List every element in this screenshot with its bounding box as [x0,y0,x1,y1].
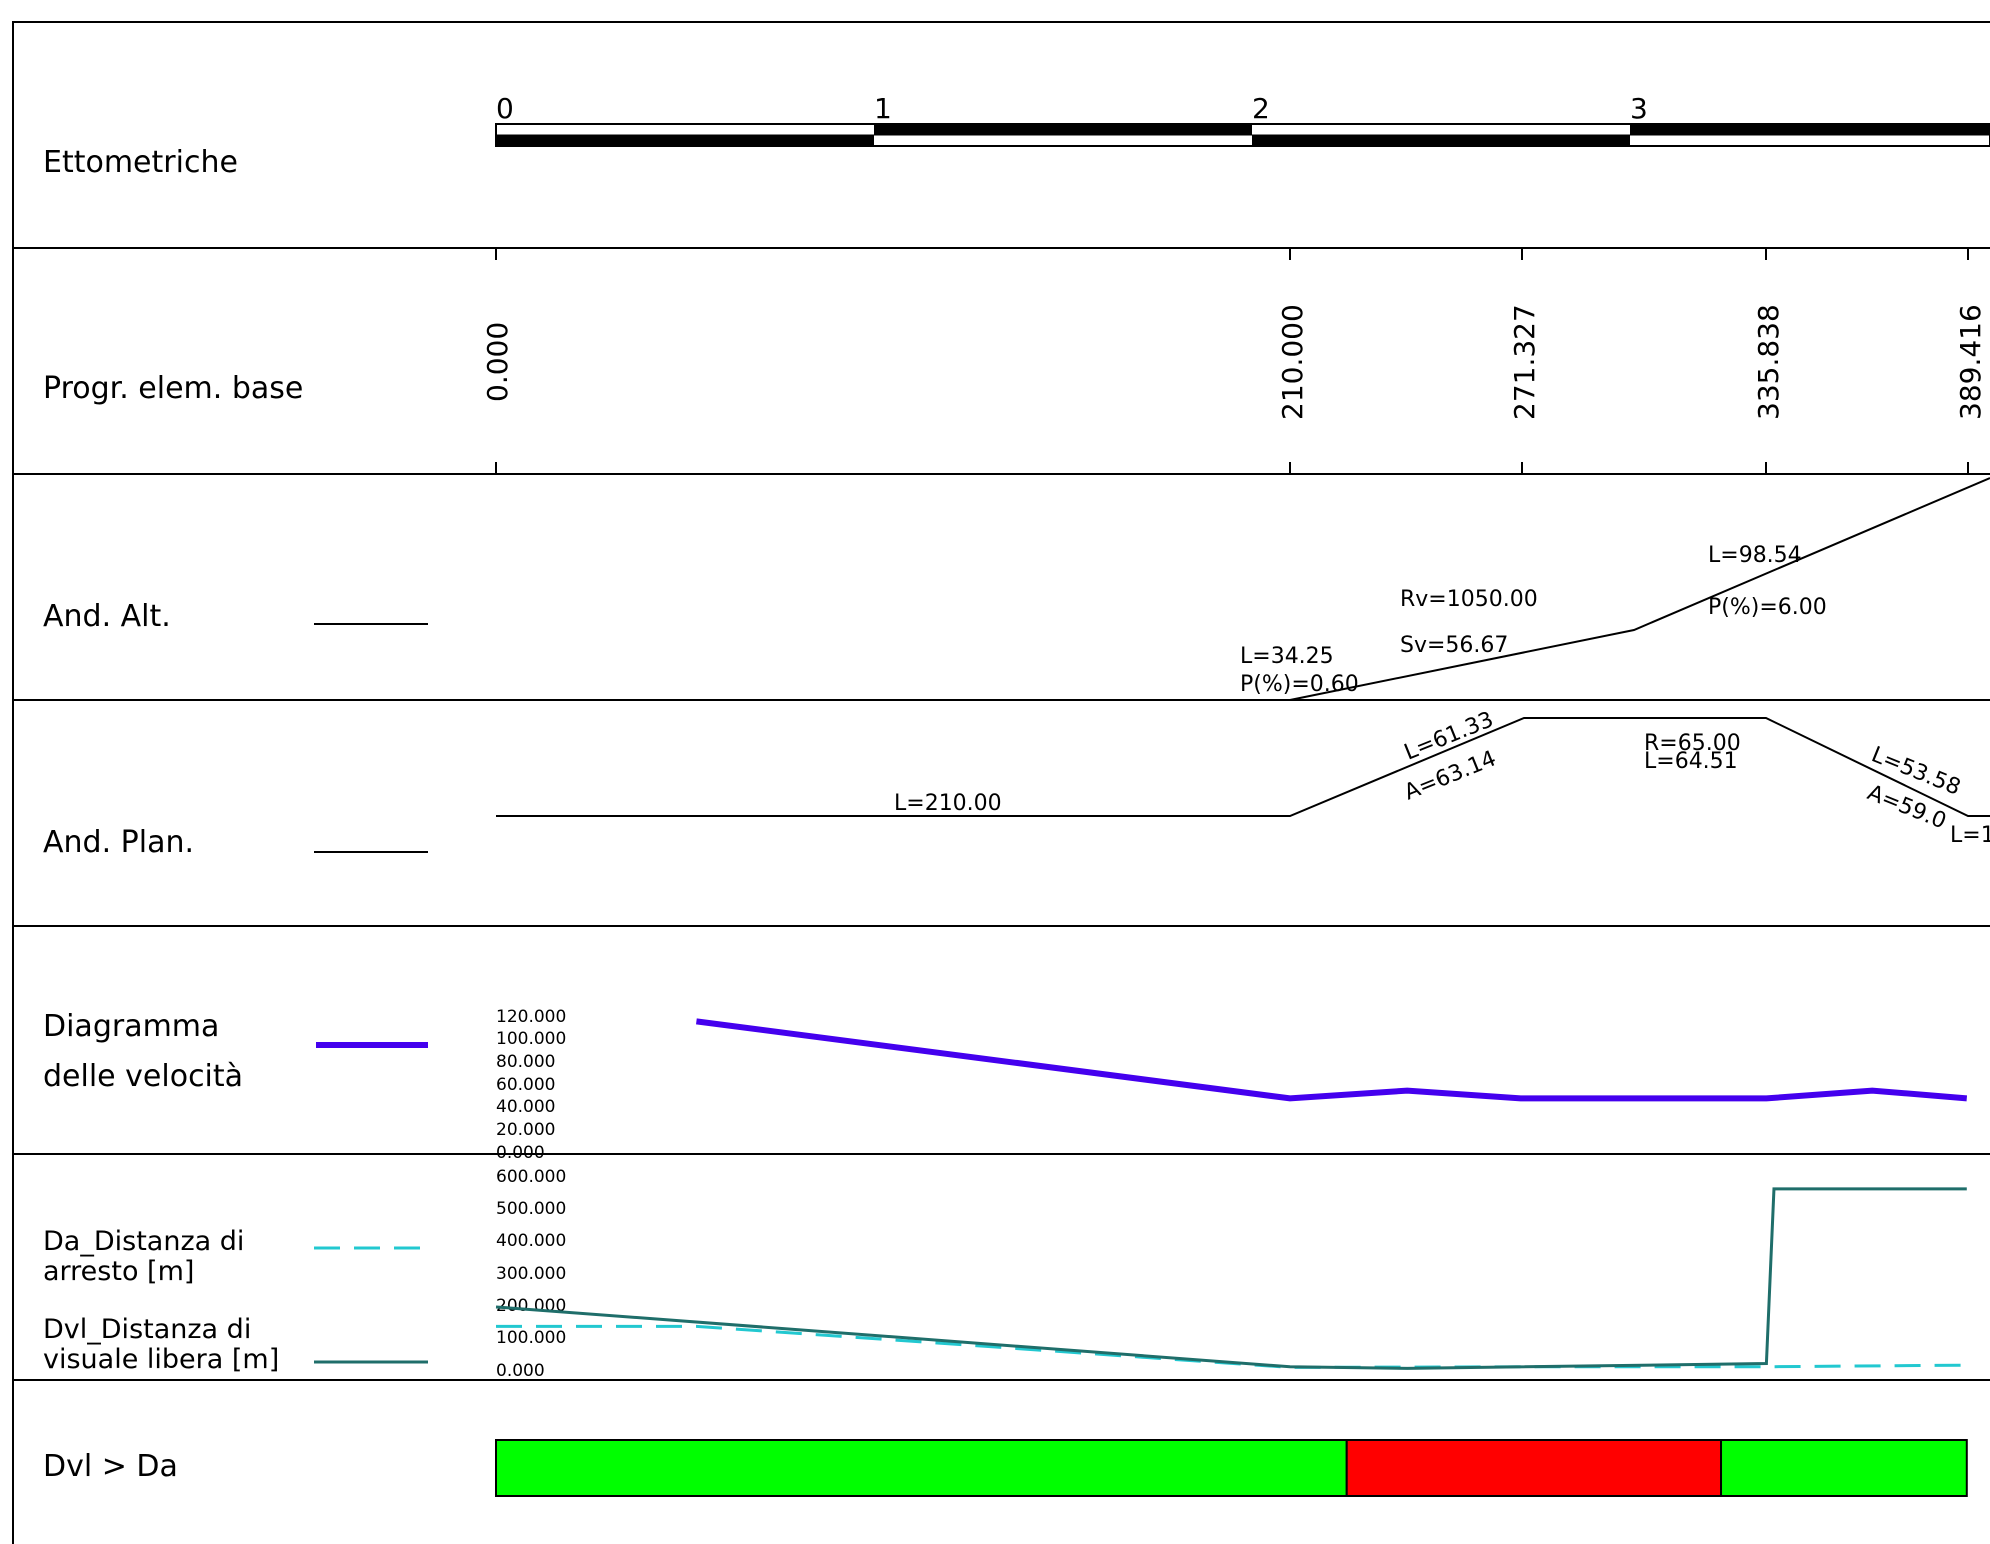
speed-axis: 120.000 100.000 80.000 60.000 40.000 20.… [496,1007,566,1163]
row-label-and-alt: And. Alt. [43,599,171,634]
alt-annotation-p2: P(%)=6.00 [1708,595,1827,620]
ett-label-3: 3 [1630,92,1648,125]
speed-series-line [696,1018,1968,1102]
da-series-line [496,1324,1967,1369]
row-label-speed-1: Diagramma [43,1009,219,1044]
speed-tick-100: 100.000 [496,1029,566,1049]
row-label-and-plan: And. Plan. [43,825,194,860]
distance-tick-400: 400.000 [496,1231,566,1251]
speed-tick-60: 60.000 [496,1075,555,1095]
row-label-check: Dvl > Da [43,1449,178,1484]
row-label-progressive: Progr. elem. base [43,371,303,406]
distance-axis: 600.000 500.000 400.000 300.000 200.000 … [496,1167,566,1381]
speed-tick-120: 120.000 [496,1007,566,1027]
alt-annotation-l2: L=98.54 [1708,543,1802,568]
row-label-dvl-1: Dvl_Distanza di [43,1314,251,1345]
speed-tick-40: 40.000 [496,1097,555,1117]
check-segment-ok-2 [1720,1439,1968,1497]
progressive-label-4: 389.416 [1954,304,1987,420]
horizontal-alignment-line [496,717,1990,817]
alt-annotation-rv: Rv=1050.00 [1400,587,1538,612]
distance-tick-0: 0.000 [496,1361,545,1381]
speed-chart [696,1018,1968,1102]
speed-tick-80: 80.000 [496,1052,555,1072]
distance-chart [495,1187,1967,1370]
distance-tick-100: 100.000 [496,1328,566,1348]
progressive-label-2: 271.327 [1508,304,1541,420]
row-label-da-1: Da_Distanza di [43,1226,244,1257]
speed-tick-0: 0.000 [496,1143,545,1163]
progressive-ticks [495,248,1969,474]
ettometriche-scale: 0 1 2 3 [495,92,1990,147]
row-label-ettometriche: Ettometriche [43,145,238,180]
plan-annotation-curve-r: R=65.00 [1644,731,1741,756]
ett-label-1: 1 [874,92,892,125]
ett-label-2: 2 [1252,92,1270,125]
check-segment-ko-1 [1345,1439,1723,1497]
speed-tick-20: 20.000 [496,1120,555,1140]
plan-annotation-curve-l: L=64.51 [1644,749,1738,774]
progressive-label-0: 0.000 [481,322,514,402]
distance-tick-500: 500.000 [496,1199,566,1219]
alt-annotation-l1: L=34.25 [1240,644,1334,669]
dvl-da-check-bar [495,1439,1968,1497]
plan-annotation-straight: L=210.00 [894,791,1002,816]
ett-label-0: 0 [496,92,514,125]
vertical-alignment-line [1289,477,1990,701]
row-label-da-2: arresto [m] [43,1256,194,1287]
row-label-dvl-2: visuale libera [m] [43,1344,279,1375]
alt-annotation-sv: Sv=56.67 [1400,633,1508,658]
row-label-speed-2: delle velocità [43,1059,243,1094]
distance-tick-200: 200.000 [496,1296,566,1316]
distance-tick-600: 600.000 [496,1167,566,1187]
distance-tick-300: 300.000 [496,1264,566,1284]
progressive-label-1: 210.000 [1276,304,1309,420]
row-separators [13,247,1990,1381]
progressive-label-3: 335.838 [1752,304,1785,420]
alt-annotation-p1: P(%)=0.60 [1240,672,1359,697]
plan-annotation-next: L=1 [1950,823,1990,848]
check-segment-ok-0 [495,1439,1348,1497]
sheet-frame [12,21,1990,1544]
dvl-series-line [495,1187,1967,1370]
